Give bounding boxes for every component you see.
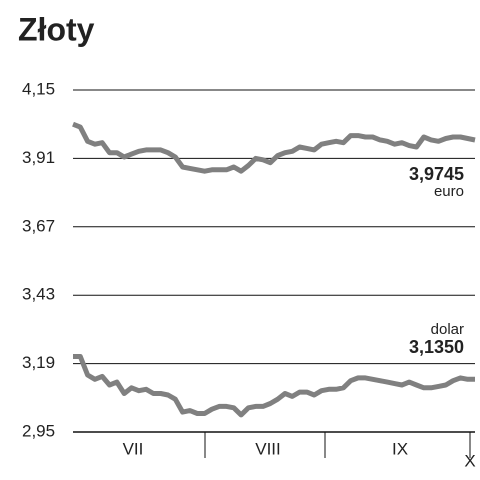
x-tick-label: X <box>464 451 475 470</box>
y-tick-label: 4,15 <box>22 79 55 98</box>
y-tick-label: 3,19 <box>22 353 55 372</box>
y-tick-label: 3,91 <box>22 148 55 167</box>
legend-label: euro <box>434 183 464 200</box>
annotation: 3,1350 <box>409 337 464 357</box>
annotation: 3,9745 <box>409 164 464 184</box>
legend-label: dolar <box>431 321 464 338</box>
series-line <box>73 354 475 418</box>
y-tick-label: 3,67 <box>22 216 55 235</box>
y-tick-label: 2,95 <box>22 421 55 440</box>
y-tick-label: 3,43 <box>22 285 55 304</box>
x-tick-label: VIII <box>255 439 281 458</box>
x-tick-label: IX <box>392 439 408 458</box>
series-line <box>72 121 476 174</box>
x-tick-label: VII <box>123 439 144 458</box>
chart-title: Złoty <box>18 11 95 47</box>
